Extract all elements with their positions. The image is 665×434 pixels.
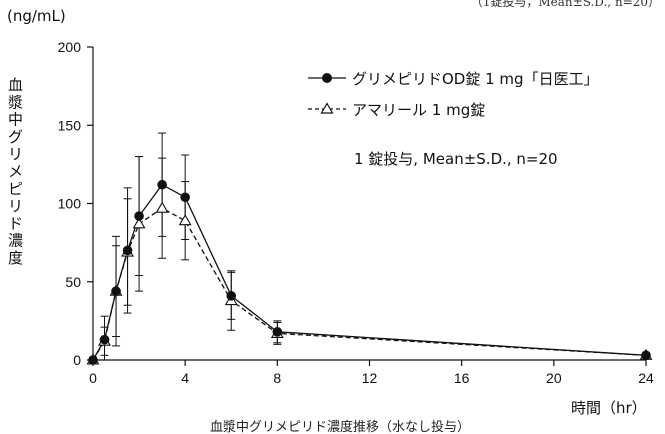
data-point-series-1 [122,245,133,256]
data-point-series-1 [157,179,167,190]
x-tick-label: 20 [546,370,562,386]
axis-ticks: 0 50 100 150 200 0 4 8 12 16 20 24 [58,39,654,386]
y-tick-label: 100 [58,196,82,212]
y-tick-label: 200 [58,39,82,55]
y-tick-label: 50 [65,274,81,290]
legend-label-series-1: グリメピリドOD錠 1 mg「日医工」 [352,70,599,88]
legend-marker-series-1 [322,73,332,83]
legend-label-series-2: アマリール 1 mg錠 [352,101,485,119]
stats-annotation: 1 錠投与, Mean±S.D., n=20 [354,150,558,168]
y-tick-label: 150 [58,117,82,133]
series-line-1 [92,183,647,361]
data-point-series-2 [178,214,192,226]
legend: グリメピリドOD錠 1 mg「日医工」 アマリール 1 mg錠 [308,70,599,119]
data-point-series-1 [88,355,98,365]
x-tick-label: 24 [638,370,654,386]
series-markers [86,179,653,365]
data-point-series-1 [99,334,110,345]
data-point-series-1 [226,291,237,301]
data-point-series-1 [111,286,121,296]
header-note: （1錠投与，Mean±S.D., n=20） [471,0,660,9]
figure-caption: 血漿中グリメピリド濃度推移（水なし投与） [210,419,470,434]
data-point-series-1 [272,327,283,337]
data-point-series-2 [155,201,169,213]
x-tick-label: 8 [273,370,281,386]
data-point-series-1 [134,211,144,221]
y-axis-unit: (ng/mL) [7,7,66,25]
x-tick-label: 4 [181,370,189,386]
data-point-series-1 [180,192,190,203]
data-point-series-2 [132,217,146,229]
x-axis-label: 時間（hr） [571,399,647,417]
legend-marker-series-2 [320,102,334,114]
x-tick-label: 0 [89,370,97,386]
x-tick-label: 16 [454,370,470,386]
series-lines [92,183,647,361]
y-tick-label: 0 [73,352,81,368]
y-axis-label: 血漿中グリメピリド濃度 [8,76,23,267]
data-point-series-1 [641,350,651,361]
x-tick-label: 12 [362,370,378,386]
